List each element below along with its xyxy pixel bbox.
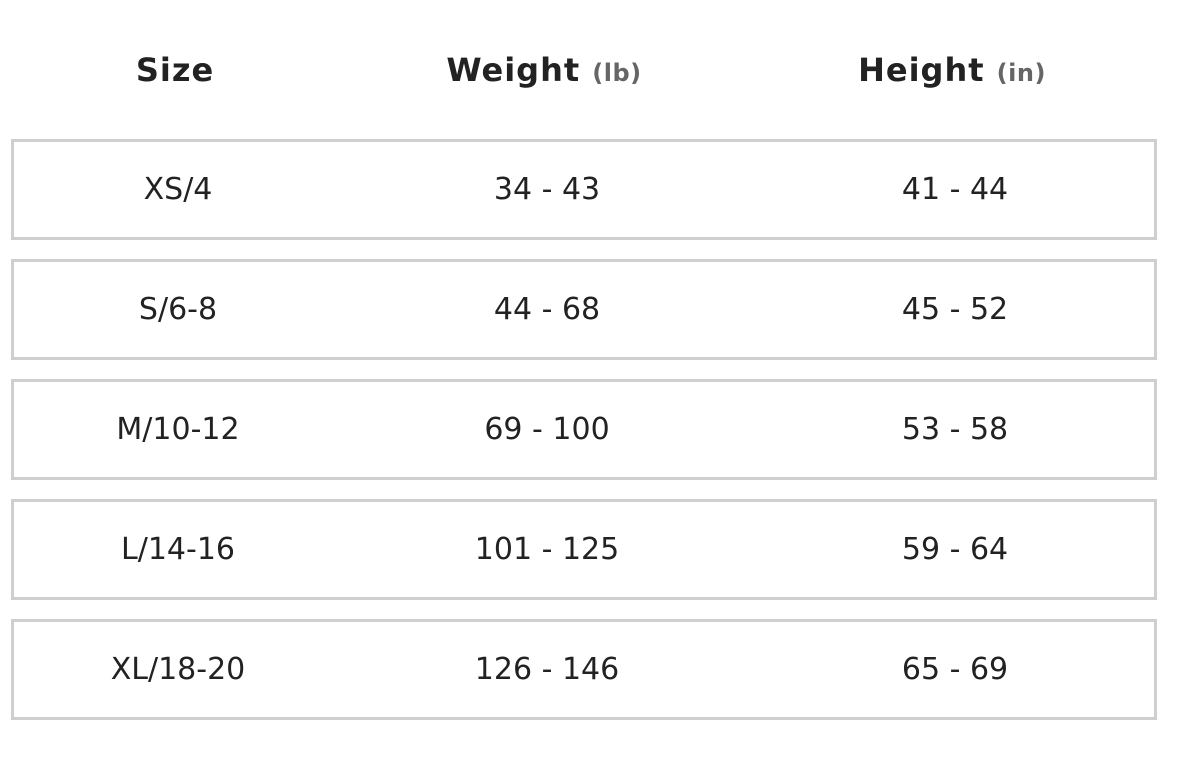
cell-size: XS/4: [143, 172, 213, 207]
header-height: Height (in): [752, 48, 1152, 92]
header-label: Height: [858, 51, 985, 89]
table-row: M/10-12 69 - 100 53 - 58: [11, 379, 1157, 480]
header-size: Size: [0, 48, 375, 92]
header-unit: (in): [996, 59, 1046, 87]
table-row: XL/18-20 126 - 146 65 - 69: [11, 619, 1157, 720]
header-unit: (lb): [592, 59, 642, 87]
cell-height: 45 - 52: [901, 292, 1009, 327]
header-label: Weight: [446, 51, 581, 89]
cell-size: L/14-16: [121, 532, 235, 567]
table-row: S/6-8 44 - 68 45 - 52: [11, 259, 1157, 360]
cell-size: S/6-8: [138, 292, 218, 327]
cell-weight: 101 - 125: [474, 532, 620, 567]
cell-height: 59 - 64: [901, 532, 1009, 567]
table-row: L/14-16 101 - 125 59 - 64: [11, 499, 1157, 600]
cell-height: 53 - 58: [901, 412, 1009, 447]
cell-weight: 126 - 146: [474, 652, 620, 687]
cell-weight: 44 - 68: [493, 292, 601, 327]
header-weight: Weight (lb): [344, 48, 744, 92]
cell-size: M/10-12: [116, 412, 240, 447]
cell-height: 65 - 69: [901, 652, 1009, 687]
cell-height: 41 - 44: [901, 172, 1009, 207]
header-label: Size: [135, 51, 215, 89]
cell-weight: 69 - 100: [484, 412, 610, 447]
cell-weight: 34 - 43: [493, 172, 601, 207]
cell-size: XL/18-20: [110, 652, 246, 687]
table-row: XS/4 34 - 43 41 - 44: [11, 139, 1157, 240]
